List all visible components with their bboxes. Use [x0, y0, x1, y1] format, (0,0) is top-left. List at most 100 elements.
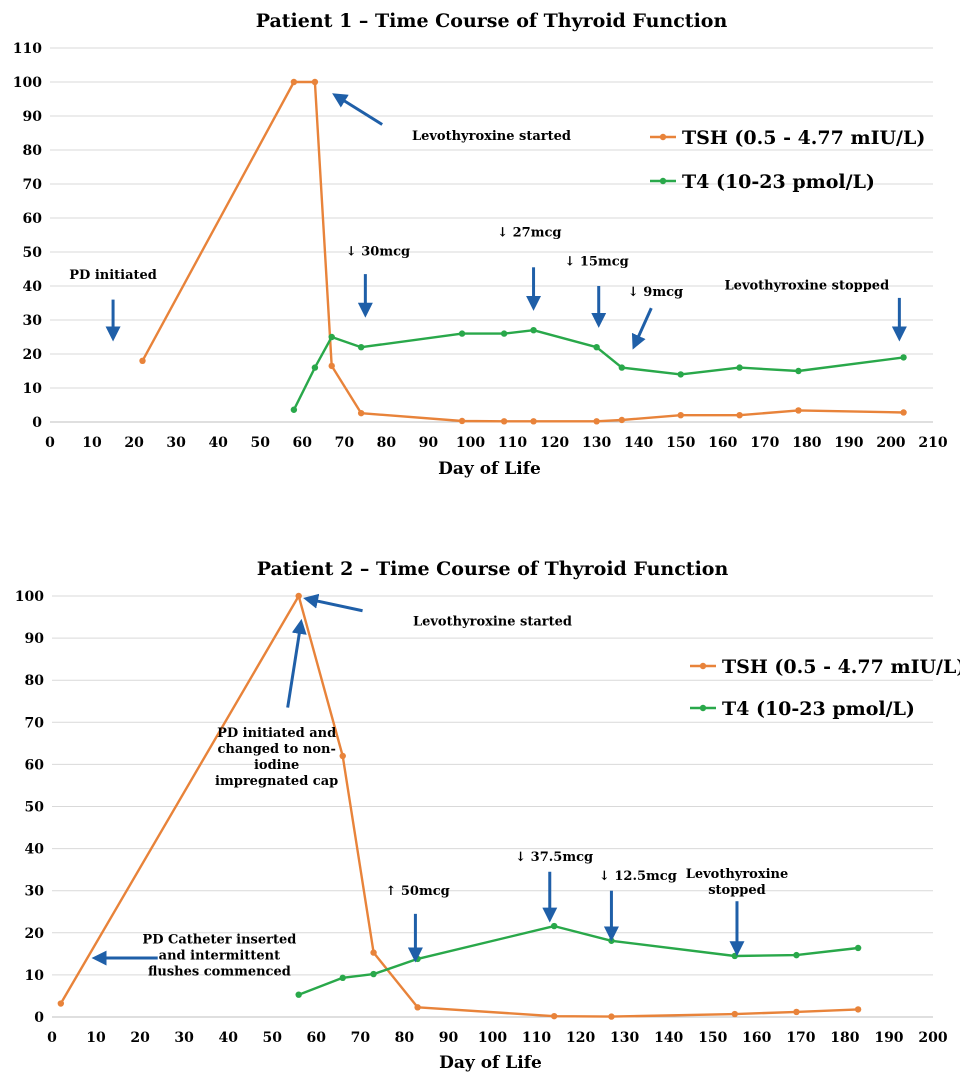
x-tick-label: 80 [377, 435, 397, 451]
data-point [731, 1010, 738, 1018]
chart-1: Patient 1 – Time Course of Thyroid Funct… [13, 10, 948, 479]
annotation-text: ↑ 50mcg [385, 884, 449, 899]
x-tick-label: 140 [624, 435, 653, 451]
y-tick-label: 60 [25, 757, 45, 773]
annotation-text: ↓ 37.5mcg [515, 850, 593, 865]
y-tick-label: 60 [23, 211, 43, 227]
data-point [458, 417, 466, 425]
data-point [795, 367, 802, 375]
y-tick-label: 90 [23, 109, 43, 125]
chart-2: Patient 2 – Time Course of Thyroid Funct… [15, 558, 960, 1073]
legend-label: T4 (10-23 pmol/L) [722, 698, 915, 720]
data-point [311, 364, 319, 371]
data-point [593, 418, 600, 425]
y-tick-label: 40 [23, 279, 43, 295]
x-tick-label: 20 [130, 1030, 150, 1046]
annotation-text: Levothyroxine started [412, 129, 571, 144]
annotation-text: ↓ 27mcg [497, 226, 561, 241]
y-tick-label: 40 [25, 842, 45, 858]
data-point [357, 409, 365, 417]
y-tick-label: 30 [25, 884, 45, 900]
data-point [736, 364, 743, 371]
data-point [458, 330, 466, 337]
x-axis-label: Day of Life [438, 459, 541, 479]
legend-label: TSH (0.5 - 4.77 mIU/L) [682, 127, 925, 149]
x-tick-label: 210 [918, 435, 947, 451]
y-tick-label: 0 [32, 415, 42, 431]
y-tick-label: 20 [25, 926, 45, 942]
data-point [290, 78, 298, 86]
y-tick-label: 110 [13, 41, 42, 57]
x-tick-label: 160 [742, 1030, 771, 1046]
legend-marker [699, 704, 707, 712]
y-tick-label: 100 [15, 589, 44, 605]
x-tick-label: 50 [250, 435, 270, 451]
x-tick-label: 70 [335, 435, 355, 451]
data-point [793, 951, 800, 959]
data-point [357, 344, 365, 351]
data-point [618, 364, 626, 371]
data-point [339, 752, 346, 760]
x-tick-label: 190 [834, 435, 863, 451]
x-tick-label: 30 [166, 435, 186, 451]
x-tick-label: 90 [419, 435, 439, 451]
data-point [500, 330, 508, 337]
annotation-text: PD initiated [69, 268, 157, 283]
data-point [593, 344, 600, 351]
x-axis-label: Day of Life [439, 1053, 542, 1073]
data-point [854, 944, 862, 952]
data-point [139, 357, 146, 364]
x-tick-label: 40 [208, 435, 228, 451]
x-tick-label: 190 [874, 1030, 903, 1046]
y-tick-label: 80 [25, 673, 45, 689]
y-tick-label: 10 [23, 381, 43, 397]
x-tick-label: 0 [47, 1030, 57, 1046]
annotation-text: ↓ 12.5mcg [599, 869, 677, 884]
x-tick-label: 120 [540, 435, 569, 451]
data-point [550, 922, 558, 930]
data-point [854, 1006, 862, 1013]
annotation-text: Levothyroxine started [413, 614, 572, 629]
data-point [900, 354, 907, 361]
x-tick-label: 110 [522, 1030, 551, 1046]
annotation-arrow [631, 307, 653, 350]
x-tick-label: 120 [566, 1030, 595, 1046]
annotation-arrow [332, 93, 383, 126]
x-tick-label: 70 [351, 1030, 371, 1046]
annotation-text: Levothyroxine stopped [686, 867, 789, 898]
x-tick-label: 110 [498, 435, 527, 451]
x-tick-label: 160 [708, 435, 737, 451]
series-line [141, 80, 904, 423]
data-point [793, 1008, 800, 1016]
data-point [328, 333, 335, 341]
data-point [795, 407, 802, 414]
y-tick-label: 50 [23, 245, 43, 261]
annotation-text: PD initiated and changed to non-iodine imp… [215, 726, 338, 789]
legend-marker [659, 177, 667, 185]
x-tick-label: 130 [582, 435, 611, 451]
series-line [298, 924, 859, 996]
data-point [57, 1000, 65, 1007]
chart-title: Patient 2 – Time Course of Thyroid Funct… [257, 558, 729, 580]
y-tick-label: 0 [34, 1010, 44, 1026]
legend-label: TSH (0.5 - 4.77 mIU/L) [722, 656, 960, 678]
legend-marker [699, 662, 707, 670]
x-tick-label: 30 [174, 1030, 194, 1046]
legend-label: T4 (10-23 pmol/L) [682, 171, 875, 193]
x-tick-label: 10 [82, 435, 102, 451]
data-point [414, 1004, 421, 1011]
data-point [530, 327, 537, 334]
data-point [736, 412, 743, 419]
data-point [900, 409, 907, 416]
data-point [370, 970, 377, 978]
y-tick-label: 100 [13, 75, 42, 91]
y-tick-label: 80 [23, 143, 43, 159]
data-point [677, 412, 684, 419]
data-point [290, 406, 298, 413]
data-point [295, 592, 302, 600]
x-tick-label: 170 [786, 1030, 815, 1046]
data-point [295, 991, 302, 998]
x-tick-label: 100 [456, 435, 485, 451]
data-point [618, 416, 626, 424]
